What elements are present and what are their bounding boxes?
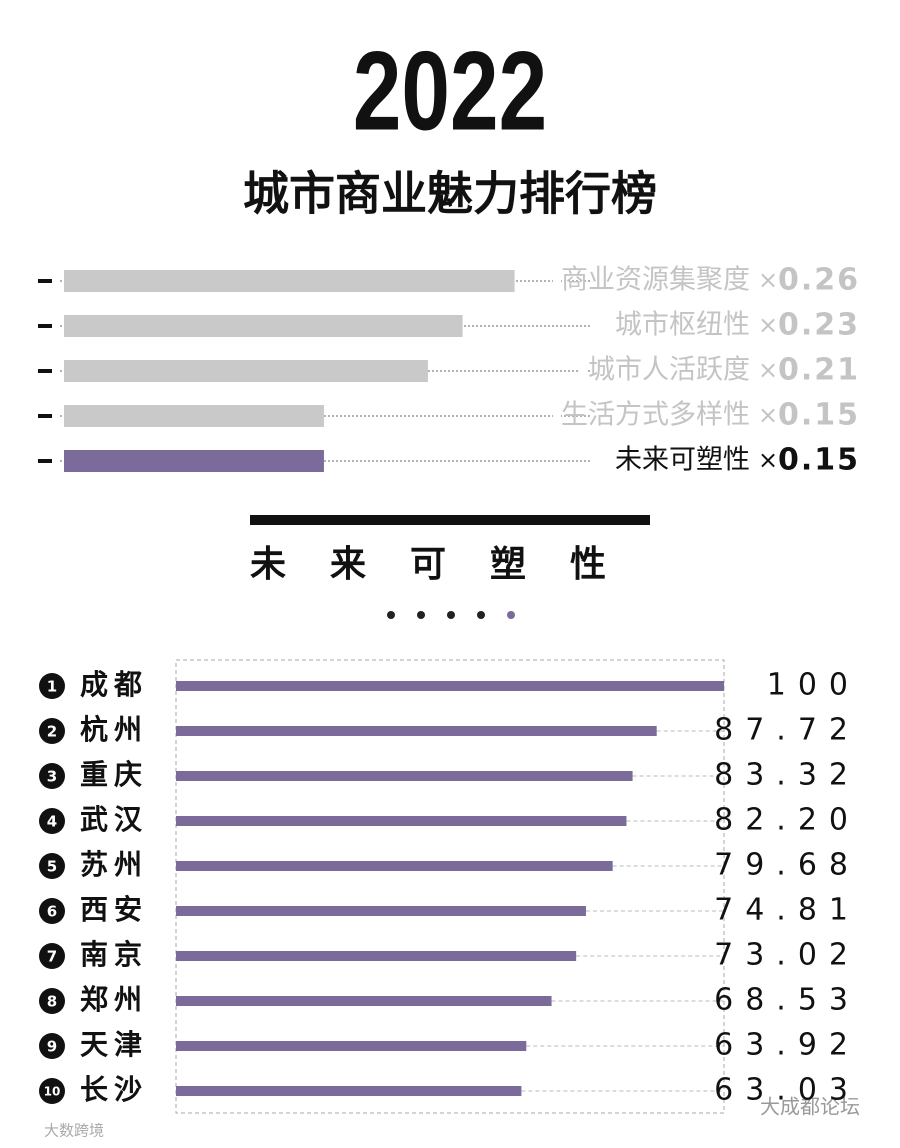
- bar: [176, 1041, 527, 1051]
- city: 苏州: [80, 848, 148, 881]
- rank-badge: [39, 808, 65, 834]
- rank: 9: [47, 1038, 57, 1056]
- value-label: 83.32: [714, 758, 860, 793]
- rank: 4: [47, 813, 57, 831]
- city: 重庆: [80, 758, 148, 791]
- rank-badge: [39, 763, 65, 789]
- dash: [38, 459, 52, 463]
- value-label: 74.81: [714, 893, 860, 928]
- rank: 2: [47, 723, 57, 741]
- label-bg: [607, 447, 615, 475]
- value-label: 82.20: [714, 803, 860, 838]
- city: 武汉: [80, 803, 148, 836]
- rank-badge: [39, 853, 65, 879]
- rank-badge: [39, 943, 65, 969]
- label-bg: [580, 357, 588, 385]
- value-label: 73.02: [714, 938, 860, 973]
- multiplier: ×: [758, 446, 778, 474]
- rank-badge: [39, 1078, 65, 1104]
- weight-label: 0.15: [778, 443, 860, 478]
- dot: [477, 611, 485, 619]
- dash: [38, 414, 52, 418]
- weight-bar: [64, 315, 463, 337]
- multiplier: ×: [758, 266, 778, 294]
- rank-badge: [39, 718, 65, 744]
- value-label: 100: [767, 668, 860, 703]
- label-bg: [553, 402, 561, 430]
- city: 郑州: [80, 983, 148, 1016]
- weight-label: 0.15: [778, 398, 860, 433]
- rank: 1: [47, 678, 57, 696]
- bar: [176, 681, 724, 691]
- dash: [38, 279, 52, 283]
- dimension-label: 城市人活跃度: [588, 355, 750, 386]
- value-label: 79.68: [714, 848, 860, 883]
- bar: [176, 906, 586, 916]
- dimension-label: 商业资源集聚度: [561, 265, 750, 296]
- rank: 8: [47, 993, 57, 1011]
- dimension-label: 城市枢纽性: [615, 310, 750, 341]
- label-bg: [607, 312, 615, 340]
- dot: [387, 611, 395, 619]
- section-dots: [387, 611, 515, 619]
- section-rule: [250, 515, 650, 525]
- dash: [38, 324, 52, 328]
- rank-badge: [39, 988, 65, 1014]
- bar: [176, 1086, 522, 1096]
- rank-badge: [39, 898, 65, 924]
- dimension-label: 未来可塑性: [615, 445, 750, 476]
- weight-label: 0.26: [778, 263, 860, 298]
- value-label: 63.92: [714, 1028, 860, 1063]
- rank-badge: [39, 1033, 65, 1059]
- weight-bar: [64, 270, 515, 292]
- value-label: 87.72: [714, 713, 860, 748]
- watermark: 大成都论坛: [760, 1095, 860, 1119]
- ranking-frame: [175, 659, 725, 1114]
- rank: 5: [47, 858, 57, 876]
- rank: 7: [47, 948, 57, 966]
- dimension-label: 生活方式多样性: [561, 400, 750, 431]
- subtitle: 城市商业魅力排行榜: [243, 167, 657, 221]
- weight-bar: [64, 405, 324, 427]
- multiplier: ×: [758, 401, 778, 429]
- city: 西安: [80, 893, 148, 926]
- label-bg: [553, 267, 561, 295]
- rank-badge: [39, 673, 65, 699]
- weight-label: 0.23: [778, 308, 860, 343]
- value-label: 68.53: [714, 983, 860, 1018]
- bar: [176, 861, 613, 871]
- dot: [447, 611, 455, 619]
- dash: [38, 369, 52, 373]
- watermark: 大数跨境: [44, 1122, 104, 1140]
- weight-label: 0.21: [778, 353, 860, 388]
- bar: [176, 726, 657, 736]
- bar: [176, 951, 577, 961]
- title: 2022: [353, 29, 547, 154]
- section-title: 未来可塑性: [250, 544, 650, 585]
- bar: [176, 816, 627, 826]
- city: 天津: [80, 1028, 148, 1061]
- value-label: 63.03: [714, 1073, 860, 1108]
- rank: 3: [47, 768, 57, 786]
- rank: 10: [44, 1085, 61, 1099]
- multiplier: ×: [758, 356, 778, 384]
- dot: [417, 611, 425, 619]
- city: 杭州: [80, 713, 148, 746]
- multiplier: ×: [758, 311, 778, 339]
- rank: 6: [47, 903, 57, 921]
- weight-bar: [64, 450, 324, 472]
- weight-bar: [64, 360, 428, 382]
- bar: [176, 996, 552, 1006]
- dot: [507, 611, 515, 619]
- bar: [176, 771, 633, 781]
- city: 长沙: [80, 1073, 148, 1106]
- city: 成都: [80, 668, 148, 701]
- city: 南京: [80, 938, 148, 971]
